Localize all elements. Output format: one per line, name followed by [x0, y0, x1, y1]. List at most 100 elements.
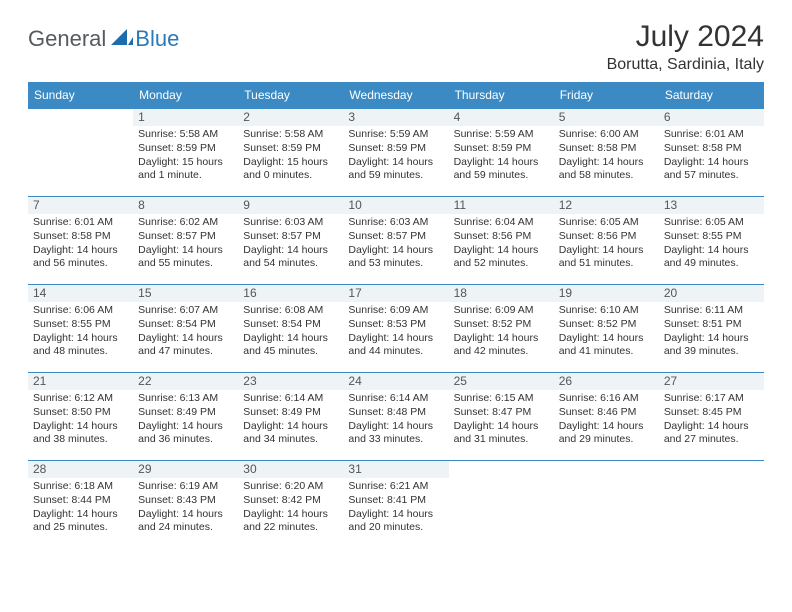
- logo-text-blue: Blue: [135, 26, 179, 52]
- day-details: Sunrise: 6:09 AMSunset: 8:53 PMDaylight:…: [348, 302, 443, 359]
- sunrise-line: Sunrise: 6:03 AM: [243, 216, 338, 230]
- day-details: Sunrise: 6:09 AMSunset: 8:52 PMDaylight:…: [454, 302, 549, 359]
- calendar-day-cell: 31Sunrise: 6:21 AMSunset: 8:41 PMDayligh…: [343, 461, 448, 549]
- day-number: 29: [133, 461, 238, 478]
- weekday-header: Friday: [554, 82, 659, 109]
- daylight-line: Daylight: 14 hours and 57 minutes.: [664, 156, 759, 183]
- sunset-line: Sunset: 8:58 PM: [33, 230, 128, 244]
- sunrise-line: Sunrise: 6:01 AM: [664, 128, 759, 142]
- sunrise-line: Sunrise: 6:00 AM: [559, 128, 654, 142]
- calendar-table: SundayMondayTuesdayWednesdayThursdayFrid…: [28, 82, 764, 549]
- logo-sail-icon: [111, 27, 133, 52]
- day-number: 30: [238, 461, 343, 478]
- day-number: 7: [28, 197, 133, 214]
- calendar-day-cell: 25 Sunrise: 6:15 AMSunset: 8:47 PMDayligh…: [449, 373, 554, 461]
- weekday-header: Monday: [133, 82, 238, 109]
- sunset-line: Sunset: 8:46 PM: [559, 406, 654, 420]
- day-details: Sunrise: 5:58 AMSunset: 8:59 PMDaylight:…: [138, 126, 233, 183]
- day-details: Sunrise: 6:04 AMSunset: 8:56 PMDaylight:…: [454, 214, 549, 271]
- day-number: 5: [554, 109, 659, 126]
- calendar-day-cell: 17Sunrise: 6:09 AMSunset: 8:53 PMDayligh…: [343, 285, 448, 373]
- daylight-line: Daylight: 14 hours and 55 minutes.: [138, 244, 233, 271]
- logo: General Blue: [28, 26, 179, 52]
- day-number: 16: [238, 285, 343, 302]
- sunrise-line: Sunrise: 6:14 AM: [348, 392, 443, 406]
- sunrise-line: Sunrise: 6:13 AM: [138, 392, 233, 406]
- day-details: Sunrise: 6:12 AMSunset: 8:50 PMDaylight:…: [33, 390, 128, 447]
- day-number: 3: [343, 109, 448, 126]
- day-number: 25: [449, 373, 554, 390]
- day-details: Sunrise: 6:03 AMSunset: 8:57 PMDaylight:…: [243, 214, 338, 271]
- sunrise-line: Sunrise: 6:15 AM: [454, 392, 549, 406]
- day-details: Sunrise: 6:11 AMSunset: 8:51 PMDaylight:…: [664, 302, 759, 359]
- daylight-line: Daylight: 14 hours and 42 minutes.: [454, 332, 549, 359]
- day-details: Sunrise: 5:59 AMSunset: 8:59 PMDaylight:…: [454, 126, 549, 183]
- daylight-line: Daylight: 14 hours and 38 minutes.: [33, 420, 128, 447]
- sunset-line: Sunset: 8:51 PM: [664, 318, 759, 332]
- calendar-day-cell: 22Sunrise: 6:13 AMSunset: 8:49 PMDayligh…: [133, 373, 238, 461]
- calendar-week-row: 28Sunrise: 6:18 AMSunset: 8:44 PMDayligh…: [28, 461, 764, 549]
- day-number: 23: [238, 373, 343, 390]
- sunrise-line: Sunrise: 6:10 AM: [559, 304, 654, 318]
- day-number: 22: [133, 373, 238, 390]
- calendar-day-cell: 1Sunrise: 5:58 AMSunset: 8:59 PMDaylight…: [133, 109, 238, 197]
- calendar-day-cell: 26 Sunrise: 6:16 AMSunset: 8:46 PMDayligh…: [554, 373, 659, 461]
- daylight-line: Daylight: 15 hours and 1 minute.: [138, 156, 233, 183]
- calendar-day-cell: 11Sunrise: 6:04 AMSunset: 8:56 PMDayligh…: [449, 197, 554, 285]
- logo-text-general: General: [28, 26, 106, 52]
- location-label: Borutta, Sardinia, Italy: [607, 56, 764, 74]
- sunrise-line: Sunrise: 6:05 AM: [664, 216, 759, 230]
- day-details: Sunrise: 5:59 AMSunset: 8:59 PMDaylight:…: [348, 126, 443, 183]
- sunrise-line: Sunrise: 6:16 AM: [559, 392, 654, 406]
- sunrise-line: Sunrise: 6:12 AM: [33, 392, 128, 406]
- daylight-line: Daylight: 14 hours and 45 minutes.: [243, 332, 338, 359]
- daylight-line: Daylight: 14 hours and 58 minutes.: [559, 156, 654, 183]
- day-number: 13: [659, 197, 764, 214]
- daylight-line: Daylight: 14 hours and 51 minutes.: [559, 244, 654, 271]
- sunset-line: Sunset: 8:55 PM: [33, 318, 128, 332]
- calendar-day-cell: 20Sunrise: 6:11 AMSunset: 8:51 PMDayligh…: [659, 285, 764, 373]
- calendar-day-cell: [659, 461, 764, 549]
- calendar-day-cell: 18Sunrise: 6:09 AMSunset: 8:52 PMDayligh…: [449, 285, 554, 373]
- day-details: Sunrise: 6:01 AMSunset: 8:58 PMDaylight:…: [664, 126, 759, 183]
- calendar-day-cell: 8Sunrise: 6:02 AMSunset: 8:57 PMDaylight…: [133, 197, 238, 285]
- day-details: Sunrise: 6:14 AMSunset: 8:48 PMDaylight:…: [348, 390, 443, 447]
- sunrise-line: Sunrise: 5:59 AM: [454, 128, 549, 142]
- day-number: 20: [659, 285, 764, 302]
- day-details: Sunrise: 6:13 AMSunset: 8:49 PMDaylight:…: [138, 390, 233, 447]
- calendar-day-cell: [554, 461, 659, 549]
- sunset-line: Sunset: 8:56 PM: [454, 230, 549, 244]
- sunrise-line: Sunrise: 6:06 AM: [33, 304, 128, 318]
- calendar-day-cell: 16Sunrise: 6:08 AMSunset: 8:54 PMDayligh…: [238, 285, 343, 373]
- calendar-week-row: 7 Sunrise: 6:01 AMSunset: 8:58 PM Daylight…: [28, 197, 764, 285]
- sunset-line: Sunset: 8:44 PM: [33, 494, 128, 508]
- sunset-line: Sunset: 8:57 PM: [243, 230, 338, 244]
- sunset-line: Sunset: 8:48 PM: [348, 406, 443, 420]
- sunrise-line: Sunrise: 6:11 AM: [664, 304, 759, 318]
- daylight-line: Daylight: 14 hours and 24 minutes.: [138, 508, 233, 535]
- weekday-header: Thursday: [449, 82, 554, 109]
- calendar-day-cell: 15Sunrise: 6:07 AMSunset: 8:54 PMDayligh…: [133, 285, 238, 373]
- page-title: July 2024: [607, 20, 764, 54]
- day-number: 4: [449, 109, 554, 126]
- day-number: 26: [554, 373, 659, 390]
- calendar-day-cell: [28, 109, 133, 197]
- daylight-line: Daylight: 14 hours and 20 minutes.: [348, 508, 443, 535]
- daylight-line: Daylight: 14 hours and 47 minutes.: [138, 332, 233, 359]
- sunrise-line: Sunrise: 6:05 AM: [559, 216, 654, 230]
- sunset-line: Sunset: 8:53 PM: [348, 318, 443, 332]
- header: General Blue July 2024 Borutta, Sardinia…: [28, 20, 764, 74]
- daylight-line: Daylight: 14 hours and 31 minutes.: [454, 420, 549, 447]
- daylight-line: Daylight: 14 hours and 29 minutes.: [559, 420, 654, 447]
- sunrise-line: Sunrise: 6:01 AM: [33, 216, 128, 230]
- day-number: 28: [28, 461, 133, 478]
- calendar-day-cell: 29Sunrise: 6:19 AMSunset: 8:43 PMDayligh…: [133, 461, 238, 549]
- day-number: 1: [133, 109, 238, 126]
- sunset-line: Sunset: 8:47 PM: [454, 406, 549, 420]
- sunset-line: Sunset: 8:59 PM: [243, 142, 338, 156]
- day-details: Sunrise: 5:58 AMSunset: 8:59 PMDaylight:…: [243, 126, 338, 183]
- calendar-day-cell: 9Sunrise: 6:03 AMSunset: 8:57 PMDaylight…: [238, 197, 343, 285]
- sunset-line: Sunset: 8:58 PM: [559, 142, 654, 156]
- daylight-line: Daylight: 14 hours and 39 minutes.: [664, 332, 759, 359]
- daylight-line: Daylight: 14 hours and 34 minutes.: [243, 420, 338, 447]
